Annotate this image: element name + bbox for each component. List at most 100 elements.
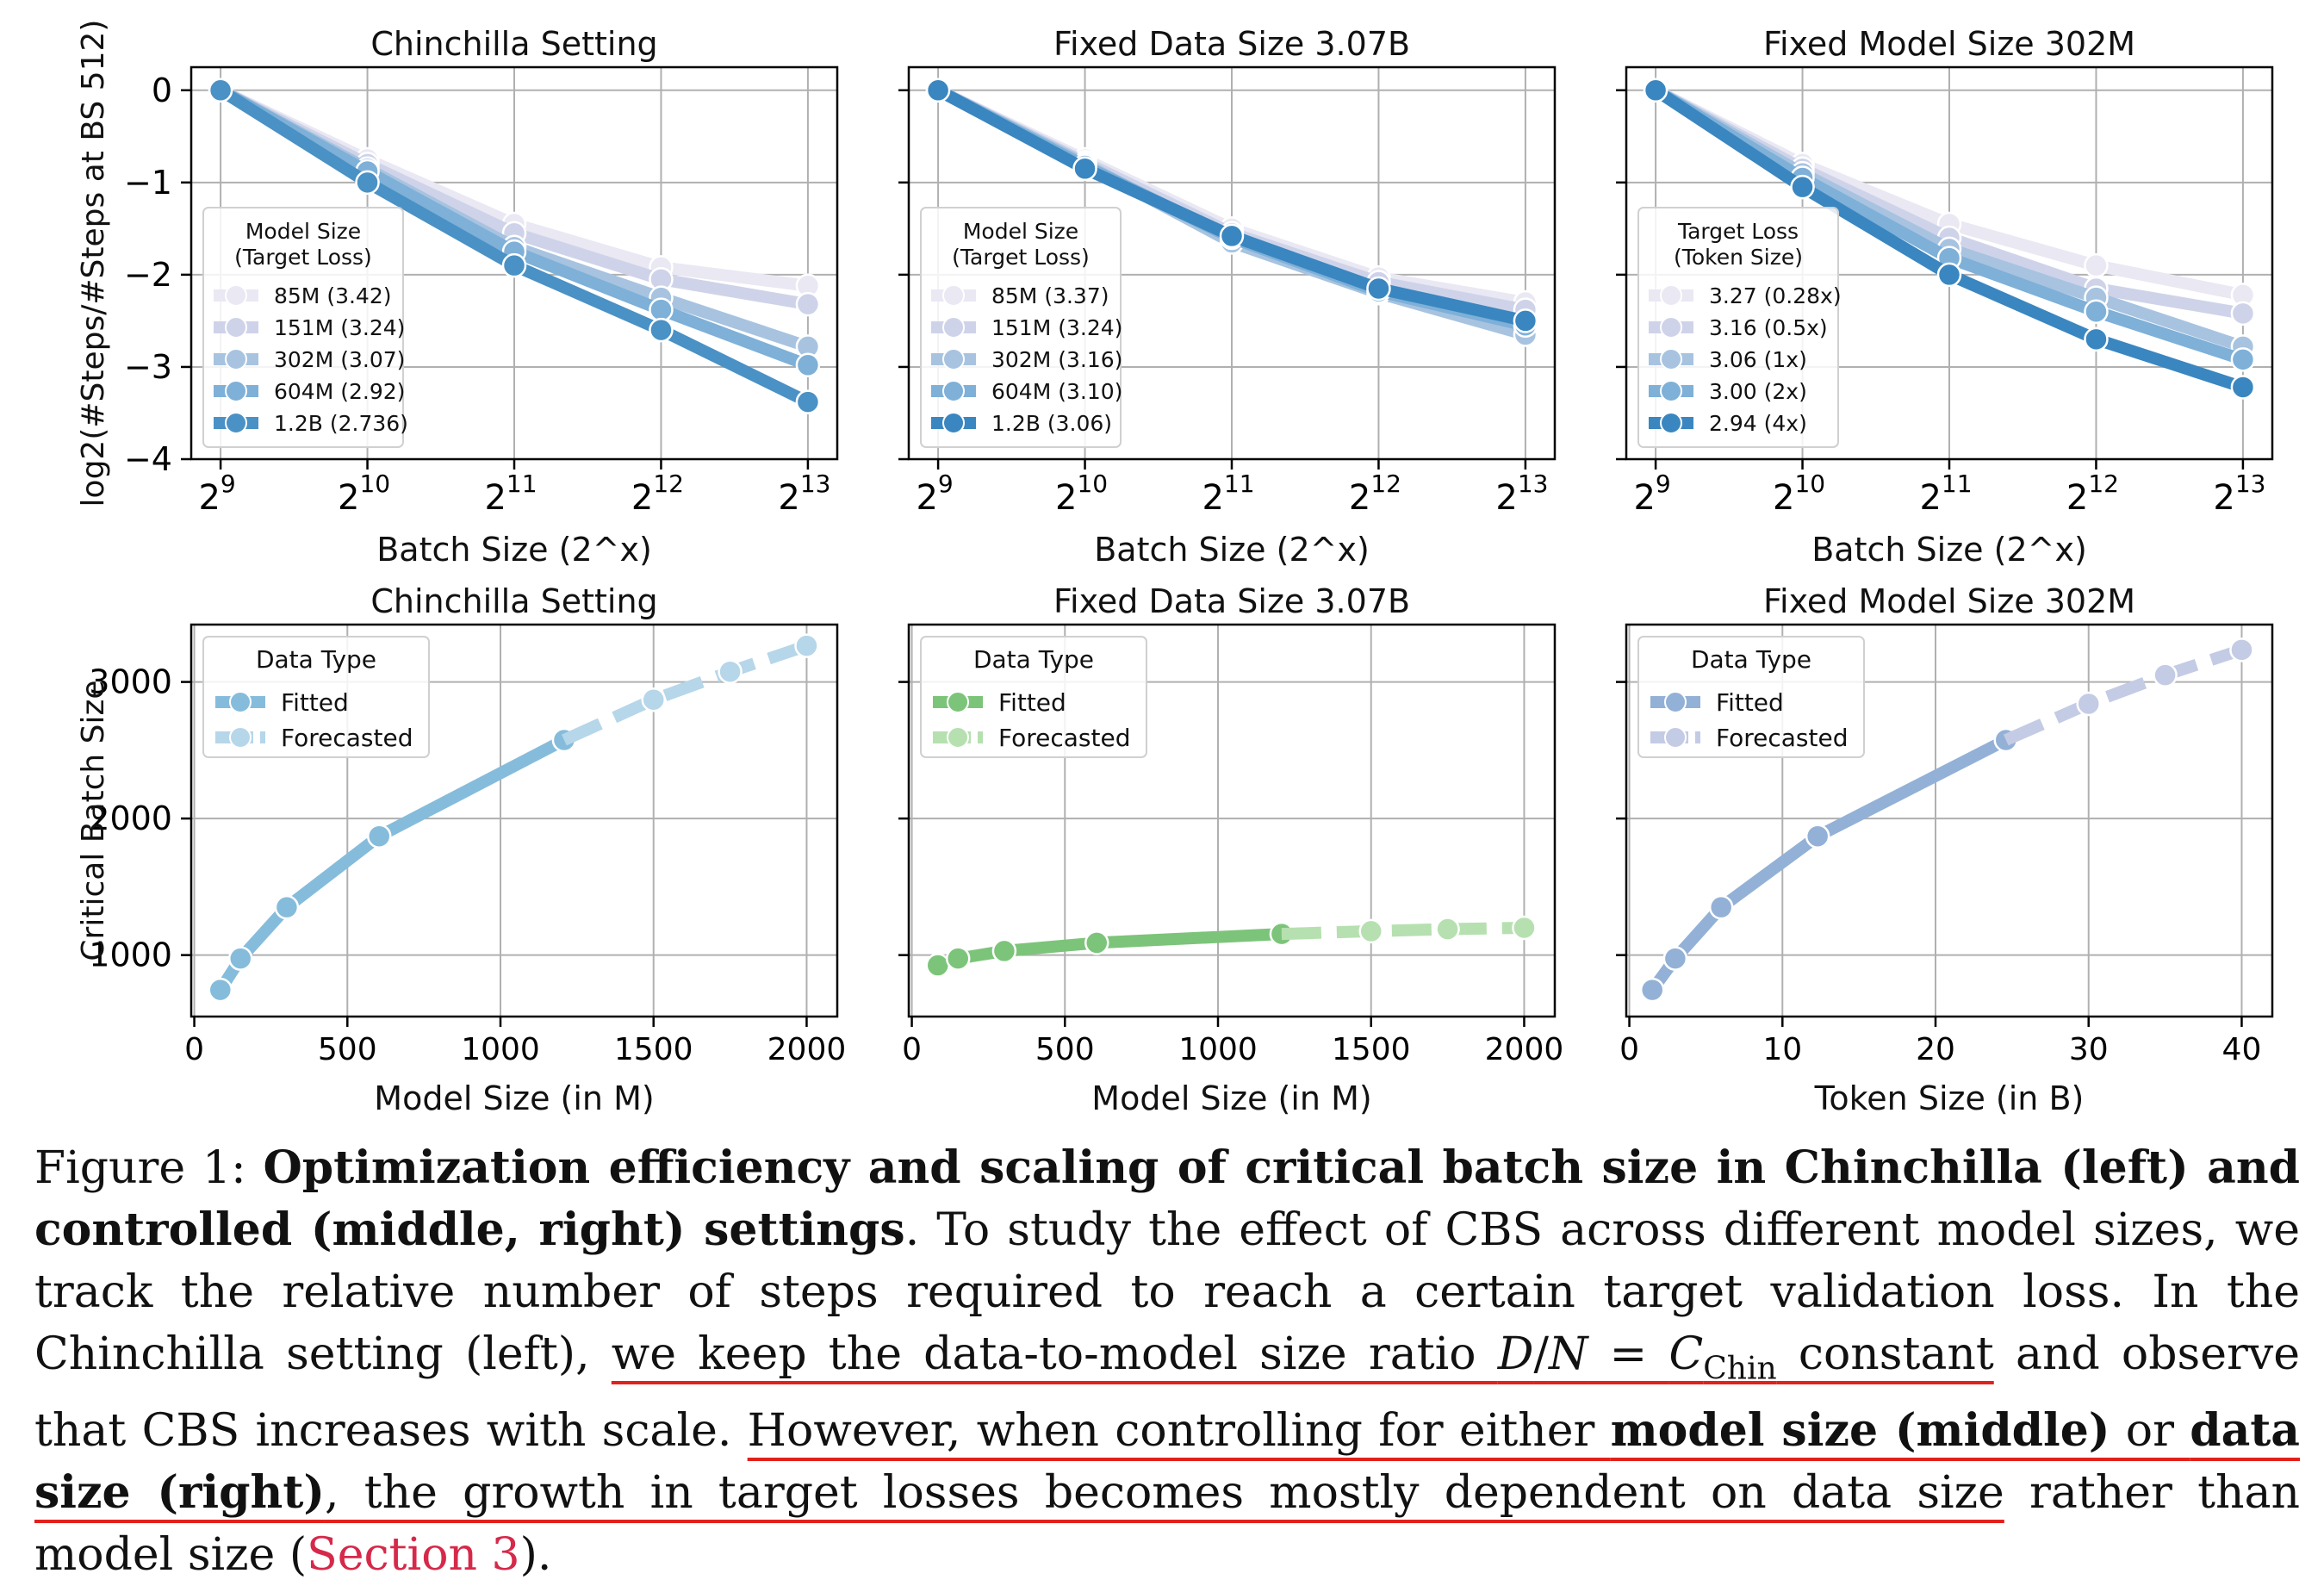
x-tick-label: 1000 (1178, 1032, 1258, 1067)
x-tick-exponent: 12 (1370, 470, 1401, 498)
legend-subtitle: (Token Size) (1674, 245, 1803, 270)
legend-swatch-marker (229, 726, 252, 749)
x-tick-label: 0 (1619, 1032, 1639, 1067)
data-point-0 (274, 894, 300, 920)
x-axis-label: Batch Size (2^x) (1811, 531, 2087, 569)
legend-box (202, 636, 430, 758)
data-point-4 (2084, 327, 2109, 352)
data-point-4 (2230, 375, 2256, 400)
x-tick-exponent: 12 (653, 470, 684, 498)
x-tick-label: 212 (2066, 470, 2119, 518)
caption-underline-1b: constant (1776, 1328, 1994, 1380)
legend-entry: 3.16 (0.5x) (1709, 315, 1828, 340)
data-point-4 (1366, 276, 1391, 302)
legend-entry: 85M (3.37) (991, 283, 1109, 308)
x-tick-label: 213 (1495, 470, 1548, 518)
legend: Data Type Fitted Forecasted (920, 636, 1147, 758)
series-line-1 (2003, 644, 2244, 746)
x-tick-exponent: 9 (221, 470, 236, 498)
legend-title: Target Loss (1677, 219, 1799, 244)
legend-entry: 1.2B (3.06) (991, 411, 1112, 436)
data-point-1 (2153, 662, 2178, 687)
series-line-0 (214, 734, 570, 997)
legend-swatch-marker (225, 380, 247, 402)
x-tick-exponent: 10 (1794, 470, 1825, 498)
series-line-0 (1646, 734, 2012, 997)
caption-bold-data-size: data size (right) (34, 1404, 2300, 1520)
data-point-1 (2230, 301, 2256, 327)
legend-title: Data Type (973, 645, 1094, 674)
x-tick-label: 40 (2222, 1032, 2262, 1067)
series-line-1 (562, 639, 809, 746)
legend-entry: 85M (3.42) (274, 283, 392, 308)
x-tick-label: 1000 (461, 1032, 540, 1067)
x-tick-label: 29 (1633, 470, 1670, 518)
math-slash: / (1533, 1328, 1549, 1380)
data-point-0 (227, 946, 253, 971)
axes-frame (1625, 65, 2274, 461)
x-tick-label: 211 (484, 470, 537, 518)
x-tick-exponent: 11 (1942, 470, 1973, 498)
legend-swatch-marker (942, 412, 965, 434)
data-point-0 (2084, 252, 2109, 278)
section-3-link[interactable]: Section 3 (307, 1529, 520, 1582)
x-tick-label: 500 (318, 1032, 377, 1067)
x-tick-exponent: 13 (800, 470, 831, 498)
legend-title: Model Size (963, 219, 1078, 244)
x-tick-exponent: 13 (1518, 470, 1549, 498)
figure-panels: 29 210 211 212 213 0 −1 −2 −3 −4 Chinchilla Settin… (76, 20, 2274, 1117)
data-point-1 (794, 633, 819, 658)
legend: Model Size(Target Loss) 85M (3.37) 151M (3… (920, 207, 1122, 448)
legend-entry: Forecasted (281, 724, 413, 752)
legend-entry: 3.00 (2x) (1709, 379, 1807, 404)
legend-swatch-marker (947, 691, 969, 713)
legend-swatch-marker (1664, 726, 1687, 749)
legend-swatch-marker (1660, 380, 1682, 402)
legend-swatch-marker (225, 348, 247, 370)
legend-swatch-marker (1660, 348, 1682, 370)
axes-frame (190, 623, 839, 1018)
y-tick-label: −2 (124, 256, 172, 294)
caption-underline-2e: , the growth in target losses becomes mo… (324, 1467, 2004, 1520)
caption-text-4: ). (519, 1529, 552, 1582)
data-point-3 (795, 352, 821, 378)
panel-4: 0 500 1000 1500 2000 Fixed Data Size 3.07B Mod… (898, 582, 1563, 1117)
panel-1: 29 210 211 212 213 Fixed Data Size 3.07B Batch… (898, 25, 1557, 569)
data-point-0 (366, 824, 392, 849)
y-tick-label: 3000 (89, 663, 172, 701)
x-tick-exponent: 9 (1656, 470, 1671, 498)
data-point-0 (925, 953, 951, 978)
series-line-0 (931, 928, 1288, 972)
math-eq: = (1588, 1328, 1669, 1380)
y-axis-label: Critical Batch Size (76, 680, 111, 961)
x-tick-label: 1500 (1332, 1032, 1411, 1067)
data-point-4 (1513, 308, 1538, 333)
data-point-4 (1936, 262, 1962, 288)
data-point-1 (1512, 915, 1537, 941)
legend: Target Loss(Token Size) 3.27 (0.28x) 3.16 … (1637, 207, 1842, 448)
panel-0: 29 210 211 212 213 0 −1 −2 −3 −4 Chinchilla Settin… (76, 20, 839, 569)
data-point-1 (718, 659, 743, 684)
y-tick-label: −4 (124, 440, 172, 478)
x-axis-label: Model Size (in M) (1091, 1079, 1371, 1117)
data-point-4 (795, 389, 821, 414)
data-point-0 (991, 938, 1017, 964)
legend-entry: 2.94 (4x) (1709, 411, 1807, 436)
x-tick-label: 20 (1916, 1032, 1955, 1067)
panel-title: Chinchilla Setting (370, 582, 657, 620)
y-tick-label: 2000 (89, 799, 172, 837)
legend-box (1637, 636, 1865, 758)
legend-entry: Forecasted (1716, 724, 1848, 752)
data-point-4 (355, 170, 380, 196)
panel-2: 29 210 211 212 213 Fixed Model Size 302M Batch… (1616, 25, 2274, 569)
axes-frame (907, 65, 1557, 461)
data-point-0 (1084, 930, 1109, 955)
legend-swatch-marker (947, 726, 969, 749)
legend: Data Type Fitted Forecasted (202, 636, 430, 758)
data-point-4 (1219, 223, 1245, 249)
data-point-4 (649, 317, 674, 343)
x-tick-label: 212 (1349, 470, 1401, 518)
legend-title: Data Type (1691, 645, 1811, 674)
caption-text-2: and observe that CBS increases with scal… (34, 1328, 2300, 1458)
x-tick-label: 210 (1055, 470, 1108, 518)
